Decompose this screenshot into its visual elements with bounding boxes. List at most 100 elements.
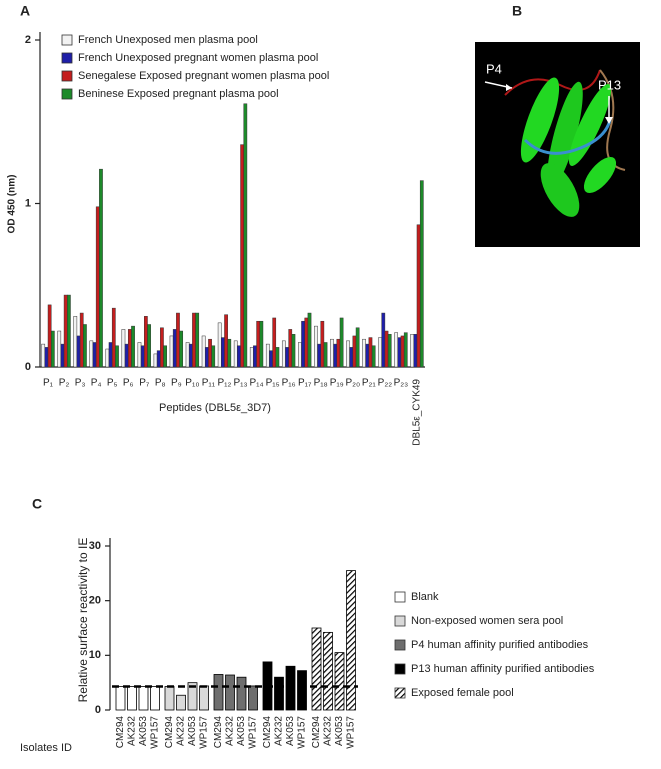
- bar: [179, 330, 184, 368]
- legend-swatch: [61, 52, 73, 64]
- bar: [137, 342, 142, 368]
- bar: [320, 320, 325, 368]
- bar: [164, 686, 175, 711]
- bar: [138, 686, 149, 711]
- bar: [140, 345, 145, 368]
- x-axis-label: Isolates ID: [20, 742, 72, 754]
- legend-label: Non-exposed women sera pool: [411, 615, 563, 627]
- bar: [248, 685, 258, 711]
- bar: [307, 312, 312, 368]
- panel-label: A: [20, 3, 30, 19]
- bar: [394, 332, 398, 368]
- legend-label: Beninese Exposed pregnant plasma pool: [78, 88, 279, 100]
- legend-label: Blank: [411, 591, 439, 603]
- bar: [124, 343, 129, 368]
- x-tick-label: P₁₇: [298, 378, 312, 389]
- bar: [211, 345, 216, 368]
- bar: [79, 312, 84, 368]
- bar: [365, 343, 370, 368]
- bar: [204, 347, 209, 368]
- bar: [362, 338, 366, 368]
- bar: [217, 322, 222, 368]
- bar: [336, 338, 341, 368]
- bar: [297, 670, 307, 711]
- bar: [410, 334, 415, 368]
- bar: [349, 347, 354, 368]
- legend-label: French Unexposed men plasma pool: [78, 34, 258, 46]
- bar: [419, 180, 424, 368]
- bar: [272, 317, 277, 368]
- bar: [41, 343, 46, 368]
- y-tick-label: 1: [25, 197, 31, 209]
- x-tick-label: WP157: [150, 716, 161, 749]
- bar: [352, 335, 357, 368]
- bar: [240, 144, 244, 368]
- bar: [378, 337, 382, 368]
- x-tick-label: P₂₃: [394, 378, 409, 389]
- x-tick-label: P₁₅: [266, 378, 280, 389]
- bar: [144, 316, 148, 368]
- panel-label: C: [32, 496, 42, 512]
- bar: [311, 627, 322, 711]
- bar: [73, 316, 78, 368]
- bar: [163, 345, 167, 368]
- x-tick-label: P₁₆: [282, 378, 296, 389]
- bar: [285, 347, 289, 368]
- y-tick-label: 30: [89, 540, 101, 552]
- bar: [76, 335, 81, 368]
- bar: [243, 103, 248, 368]
- bar: [176, 312, 180, 368]
- x-tick-label: WP157: [199, 716, 210, 749]
- bar: [371, 345, 376, 368]
- legend-swatch: [394, 687, 406, 699]
- image-annotation: P4: [486, 61, 502, 76]
- bar: [330, 338, 334, 368]
- x-axis-label: Peptides (DBL5ε_3D7): [159, 402, 271, 414]
- bar: [334, 652, 345, 711]
- bar: [153, 353, 158, 368]
- y-tick-label: 0: [95, 704, 101, 716]
- x-tick-label: CM294: [213, 716, 224, 749]
- protein-structure-image: [475, 42, 640, 247]
- x-tick-label: WP157: [248, 716, 259, 749]
- bar: [416, 224, 421, 368]
- x-tick-label: P₄: [91, 378, 102, 389]
- bar: [127, 329, 132, 368]
- bar: [225, 674, 235, 711]
- bar: [111, 307, 116, 368]
- bar: [169, 335, 174, 368]
- bar: [323, 342, 328, 368]
- bar: [92, 342, 97, 368]
- bar: [346, 340, 350, 368]
- x-tick-label: AK053: [334, 716, 345, 746]
- x-tick-label: AK232: [323, 716, 334, 746]
- bar: [156, 350, 161, 368]
- bar: [108, 342, 113, 368]
- bar: [115, 345, 119, 368]
- bar: [269, 350, 273, 368]
- y-tick-label: 2: [25, 34, 31, 46]
- bar: [185, 342, 190, 368]
- bar: [67, 294, 71, 368]
- x-tick-label: CM294: [164, 716, 175, 749]
- bar: [192, 312, 196, 368]
- y-axis-label: Relative surface reactivity to IE: [76, 538, 90, 703]
- x-tick-label: P₂₂: [378, 378, 393, 389]
- x-tick-label: P₁₈: [314, 378, 328, 389]
- legend-swatch: [61, 34, 73, 46]
- bar: [95, 206, 100, 368]
- bar: [281, 340, 286, 368]
- x-tick-label: AK232: [225, 716, 236, 746]
- bar: [127, 686, 137, 711]
- image-annotation: P13: [598, 77, 621, 92]
- bar: [199, 685, 209, 711]
- x-tick-label: P₂₀: [345, 378, 360, 389]
- bar: [285, 665, 296, 711]
- legend-swatch: [394, 591, 406, 603]
- bar: [339, 317, 344, 368]
- x-tick-label: AK053: [285, 716, 296, 746]
- bar: [403, 332, 408, 368]
- bar: [131, 325, 135, 368]
- x-tick-label: P₅: [107, 378, 118, 389]
- x-tick-label: P₆: [123, 378, 134, 389]
